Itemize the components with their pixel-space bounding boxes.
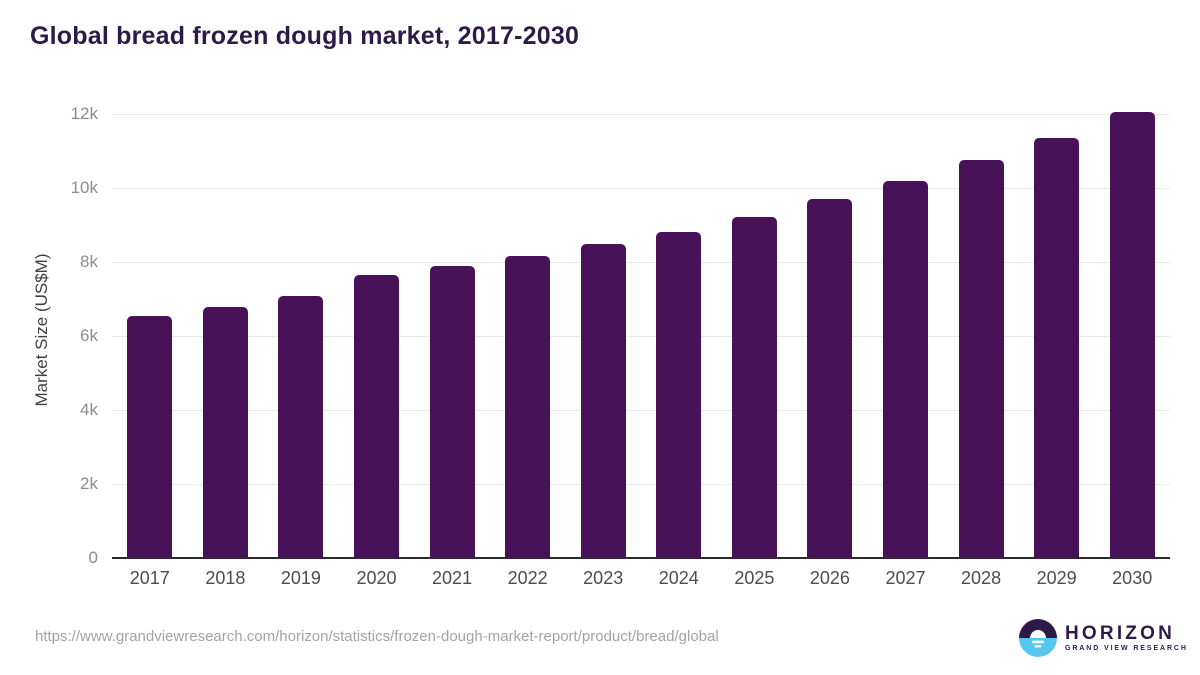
bar-2022[interactable]	[505, 256, 551, 558]
x-axis-line	[112, 557, 1170, 559]
x-tick-2019: 2019	[280, 568, 321, 588]
y-tick-2k: 2k	[80, 474, 98, 493]
logo-brand: HORIZON	[1065, 623, 1176, 644]
bar-2027[interactable]	[883, 181, 928, 558]
gridline-6k	[112, 335, 1170, 337]
bar-2029[interactable]	[1034, 138, 1080, 558]
bar-2017[interactable]	[127, 316, 173, 558]
y-tick-10k: 10k	[70, 178, 98, 197]
chart-title: Global bread frozen dough market, 2017-2…	[30, 22, 580, 50]
horizon-sun-icon	[1019, 619, 1057, 657]
x-tick-2022: 2022	[507, 568, 548, 588]
x-tick-2024: 2024	[658, 568, 699, 588]
y-tick-12k: 12k	[70, 104, 98, 123]
y-tick-4k: 4k	[80, 400, 98, 419]
gridline-4k	[112, 409, 1170, 411]
source-url: https://www.grandviewresearch.com/horizo…	[35, 628, 719, 645]
y-tick-8k: 8k	[80, 252, 98, 271]
gridline-2k	[112, 483, 1170, 485]
horizon-logo: HORIZON GRAND VIEW RESEARCH	[1019, 619, 1188, 657]
x-tick-2023: 2023	[583, 568, 624, 588]
bar-2019[interactable]	[278, 296, 324, 558]
x-tick-2030: 2030	[1112, 568, 1153, 588]
bar-2020[interactable]	[354, 275, 399, 558]
gridline-12k	[112, 113, 1170, 115]
x-tick-2018: 2018	[205, 568, 246, 588]
y-tick-0: 0	[88, 548, 98, 567]
bar-2023[interactable]	[580, 244, 626, 558]
bar-2030[interactable]	[1109, 112, 1155, 558]
bar-2024[interactable]	[656, 232, 702, 558]
bar-2021[interactable]	[429, 266, 475, 558]
x-tick-2025: 2025	[734, 568, 775, 588]
bar-2028[interactable]	[958, 160, 1004, 558]
x-tick-2029: 2029	[1036, 568, 1077, 588]
y-tick-6k: 6k	[80, 326, 98, 345]
x-tick-2021: 2021	[432, 568, 473, 588]
gridline-8k	[112, 261, 1170, 263]
x-tick-2017: 2017	[129, 568, 170, 588]
horizon-logo-text: HORIZON GRAND VIEW RESEARCH	[1065, 624, 1188, 652]
logo-subbrand: GRAND VIEW RESEARCH	[1065, 645, 1188, 652]
bar-2018[interactable]	[202, 307, 248, 558]
plot-area	[112, 112, 1170, 559]
x-tick-2027: 2027	[885, 568, 926, 588]
gridline-10k	[112, 187, 1170, 189]
bar-2026[interactable]	[807, 199, 853, 558]
x-tick-2028: 2028	[961, 568, 1002, 588]
bar-2025[interactable]	[731, 217, 777, 558]
x-tick-2020: 2020	[356, 568, 397, 588]
x-tick-2026: 2026	[809, 568, 850, 588]
